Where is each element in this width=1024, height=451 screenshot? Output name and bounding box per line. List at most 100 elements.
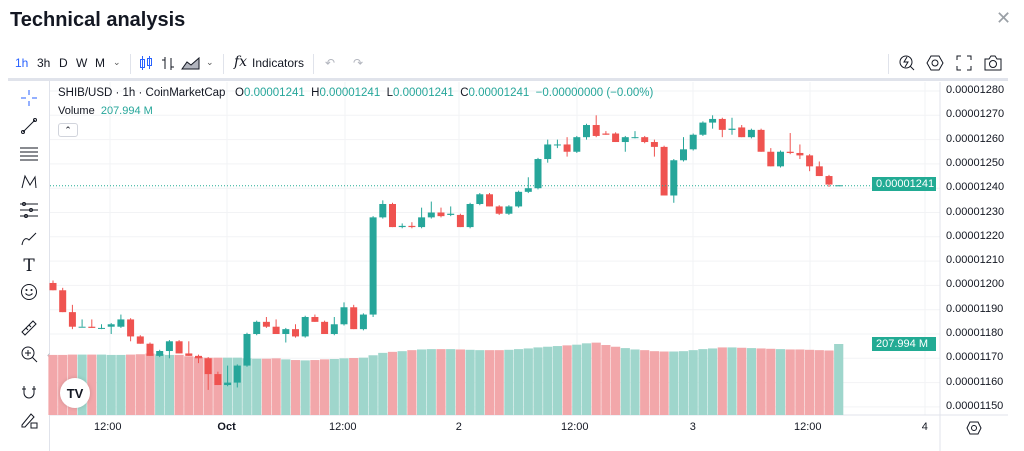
crosshair-icon[interactable] [18,87,40,109]
candle-body [359,314,367,330]
candle-body [282,329,290,334]
candle-body [709,118,717,123]
volume-bar [649,351,659,415]
candles-icon[interactable] [139,55,153,71]
volume-bar [805,349,815,415]
interval-m[interactable]: M [95,56,105,70]
candle-body [233,365,241,383]
close-icon[interactable]: ✕ [996,8,1012,28]
volume-legend: Volume 207.994 M [58,105,153,117]
magnet-icon[interactable] [18,381,40,403]
candle-body [78,326,86,328]
prediction-icon[interactable] [18,199,40,221]
price-tick-label: 0.00001210 [946,254,1005,267]
candle-body [136,336,144,344]
price-tick-label: 0.00001200 [946,278,1005,291]
candle-body [728,128,736,130]
brush-icon[interactable] [18,227,40,249]
indicators-button[interactable]: Indicators [252,56,305,70]
candle-body [214,374,222,386]
volume-bar [572,344,582,415]
candle-body [583,125,590,138]
last-volume-badge: 207.994 M [872,337,936,351]
volume-bar [708,348,718,415]
volume-bar [494,350,504,415]
volume-bar [543,346,553,415]
volume-bar [426,349,436,415]
area-chart-icon[interactable] [181,56,201,70]
candle-body [340,307,348,325]
volume-bar [242,358,252,415]
volume-bar [630,349,640,415]
time-tick-label: 12:00 [794,421,822,433]
volume-bar [737,347,747,415]
emoji-icon[interactable] [18,281,40,303]
change-value: −0.00000000 (−0.00%) [535,87,654,99]
candle-body [806,155,814,167]
quick-search-icon[interactable] [898,54,916,72]
volume-bar [659,351,669,415]
text-icon[interactable]: T [23,256,35,276]
undo-icon[interactable]: ↶ [325,56,336,70]
interval-dropdown-chevron-icon[interactable]: ⌄ [113,57,121,67]
price-tick-label: 0.00001190 [946,302,1004,315]
candle-body [204,358,212,375]
pattern-icon[interactable] [18,171,40,193]
lock-drawings-icon[interactable] [18,409,40,431]
volume-bar [620,348,630,415]
volume-bar [678,351,689,415]
candle-body [505,206,513,214]
time-tick-label: Oct [217,421,236,433]
tradingview-logo[interactable]: TV [60,378,90,408]
candle-body [262,321,270,327]
candle-body [127,319,135,337]
candle-body [379,203,387,218]
camera-icon[interactable] [984,55,1002,71]
fx-icon[interactable]: fx [234,54,248,70]
candle-body [602,133,610,135]
interval-3h[interactable]: 3h [37,56,51,70]
volume-bar [48,354,58,415]
volume-value: 207.994 M [100,105,153,117]
axis-settings-icon[interactable] [966,420,982,436]
candle-body [427,212,435,218]
fullscreen-icon[interactable] [956,55,972,71]
volume-bar [446,349,456,415]
volume-bar [106,354,116,415]
trend-line-icon[interactable] [18,115,40,137]
volume-bar [504,349,514,415]
bar-chart-type-icon[interactable] [161,55,175,71]
redo-icon[interactable]: ↷ [353,56,364,70]
interval-d[interactable]: D [59,56,68,70]
ruler-icon[interactable] [18,317,40,339]
candle-body [350,307,358,330]
candle-body [146,343,154,356]
candle-body [272,326,280,334]
candle-body [689,134,697,150]
candle-body [718,118,726,130]
volume-bar [766,348,776,415]
candle-body [650,142,658,147]
interval-1h[interactable]: 1h [15,56,29,70]
candle-body [49,282,57,291]
collapse-legend-button[interactable]: ⌃ [58,123,78,137]
candle-body [389,203,396,228]
candle-body [553,144,561,146]
fib-retracement-icon[interactable] [18,143,40,165]
chart-type-dropdown-chevron-icon[interactable]: ⌄ [206,57,214,67]
candle-body [631,137,639,139]
candle-body [68,312,76,327]
volume-bar [387,351,398,415]
zoom-in-icon[interactable] [18,343,40,365]
interval-w[interactable]: W [76,56,88,70]
volume-bar [417,349,427,415]
close-label: C [460,87,469,99]
candle-body [738,127,746,138]
divider [223,54,224,74]
settings-icon[interactable] [926,54,944,72]
candle-body [447,213,455,215]
page-title: Technical analysis [10,9,186,31]
drawing-toolbar: T [8,81,50,451]
volume-bar [523,348,533,415]
